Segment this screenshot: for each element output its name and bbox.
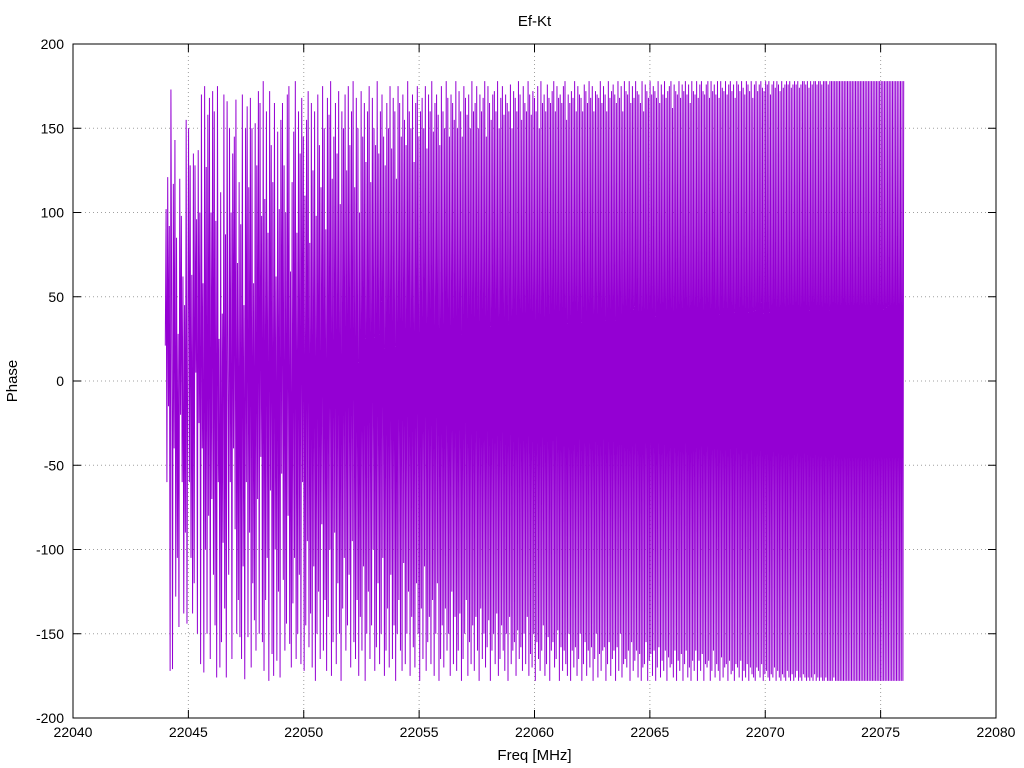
- y-tick-label: 150: [41, 120, 65, 136]
- y-tick-label: 0: [56, 373, 64, 389]
- y-tick-label: -200: [36, 710, 64, 726]
- series-group: [164, 81, 905, 681]
- y-tick-label: -50: [44, 457, 64, 473]
- x-axis-title: Freq [MHz]: [497, 747, 571, 764]
- x-tick-label: 22040: [54, 724, 93, 740]
- x-tick-label: 22050: [284, 724, 323, 740]
- x-tick-label: 22055: [400, 724, 439, 740]
- y-tick-label: 100: [41, 205, 65, 221]
- y-tick-label: -100: [36, 542, 64, 558]
- y-tick-label: 200: [41, 36, 65, 52]
- x-tick-label: 22080: [977, 724, 1016, 740]
- x-tick-label: 22070: [746, 724, 785, 740]
- y-tick-label: -150: [36, 626, 64, 642]
- x-tick-label: 22075: [861, 724, 900, 740]
- y-tick-label: 50: [48, 289, 64, 305]
- axis-ticks: 22040 22045 22050 22055 22060 22065 22070 22075…: [36, 36, 1016, 740]
- y-axis-title: Phase: [4, 360, 21, 403]
- x-tick-label: 22065: [630, 724, 669, 740]
- series-line: [164, 81, 905, 681]
- x-tick-label: 22045: [169, 724, 208, 740]
- x-tick-label: 22060: [515, 724, 554, 740]
- chart-title: Ef-Kt: [518, 13, 552, 30]
